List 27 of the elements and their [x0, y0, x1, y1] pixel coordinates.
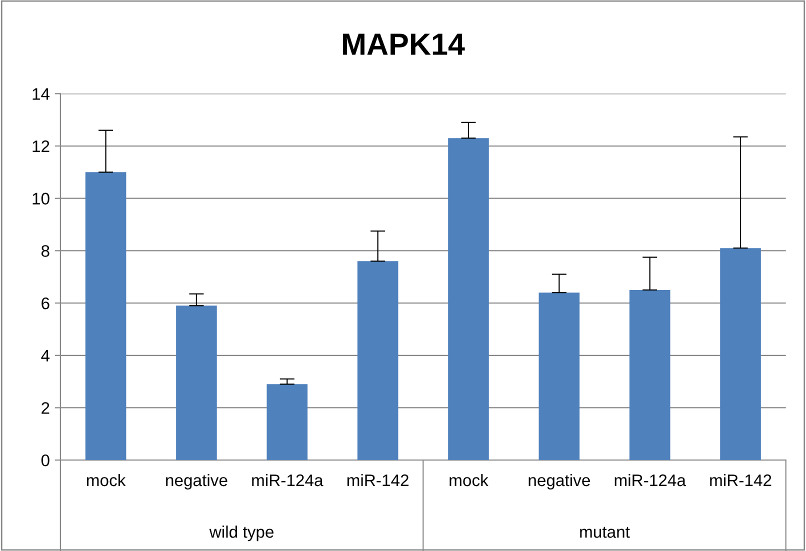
y-tick-label: 6	[42, 297, 50, 310]
y-tick-label: 14	[32, 88, 50, 100]
y-tick-label: 10	[32, 192, 50, 205]
text: wild type	[209, 526, 274, 542]
x-tick-label: miR-124a	[252, 474, 324, 486]
y-tick-label: 12	[32, 140, 50, 152]
y-tick-label: 0	[41, 454, 50, 466]
x-tick-label: mock	[86, 474, 126, 486]
text: mutant	[580, 526, 630, 538]
y-tick-label: 8	[41, 245, 50, 257]
bar	[629, 290, 670, 460]
bar	[448, 138, 489, 460]
y-tick-label: 2	[42, 402, 50, 414]
bar	[176, 306, 217, 460]
bar	[720, 248, 761, 460]
x-tick-label: miR-124a	[614, 474, 686, 486]
chart-title: MAPK14	[343, 34, 465, 55]
bar	[357, 261, 398, 460]
x-tick-label: negative	[166, 474, 228, 490]
bar	[538, 292, 580, 460]
bar	[85, 172, 126, 460]
y-tick-label: 4	[41, 350, 50, 362]
bar	[266, 384, 308, 460]
x-tick-label: negative	[528, 474, 590, 490]
x-tick-label: miR-142	[347, 474, 408, 486]
x-tick-label: mock	[450, 474, 488, 486]
x-tick-label: miR-142	[710, 474, 772, 486]
